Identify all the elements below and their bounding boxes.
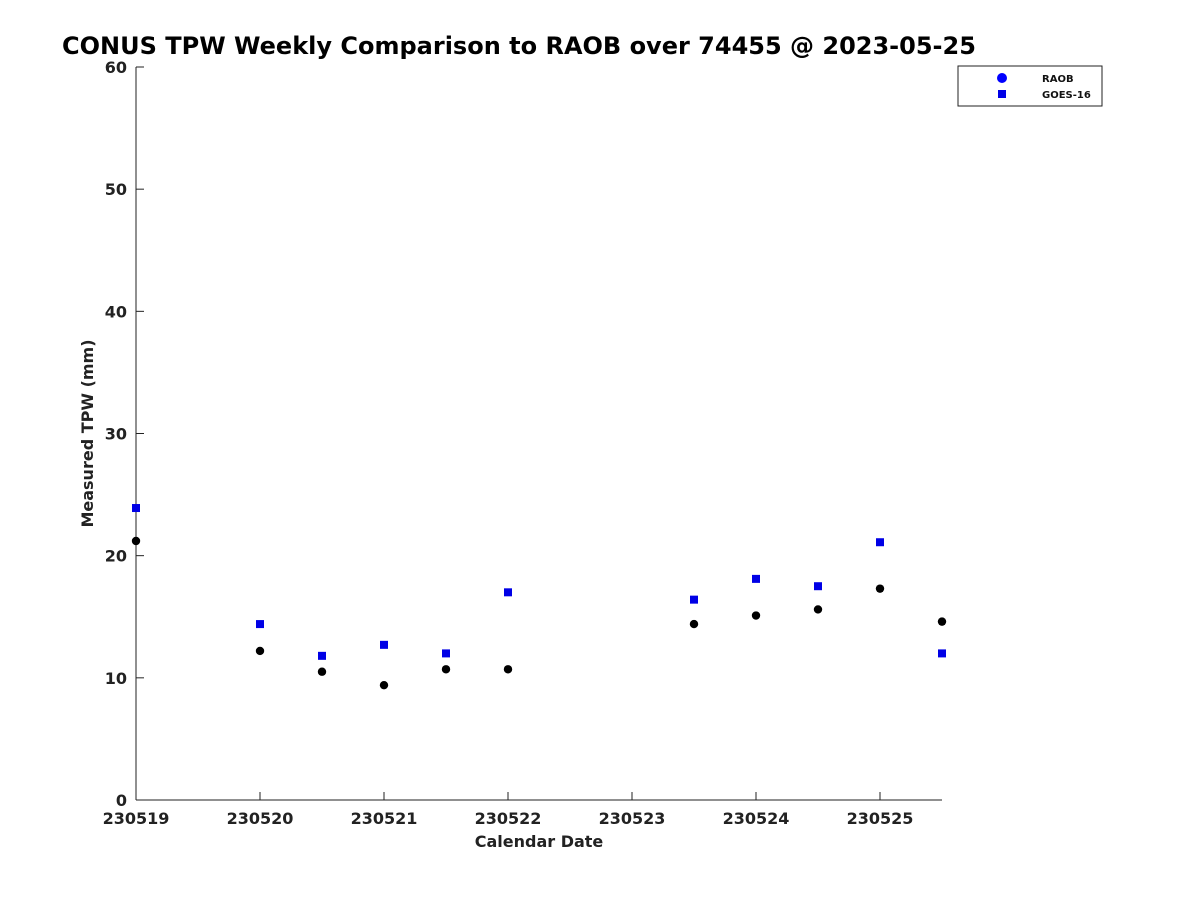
chart-title: CONUS TPW Weekly Comparison to RAOB over… [62,32,976,60]
legend-label-goes16: GOES-16 [1042,90,1091,101]
point-goes16 [442,649,450,658]
x-tick-label: 230524 [723,809,790,828]
point-raob [255,646,265,656]
legend: RAOB GOES-16 [957,65,1103,107]
y-tick-label: 30 [105,425,127,444]
point-raob [751,611,761,620]
x-tick-label: 230523 [599,809,666,828]
point-goes16 [132,504,140,513]
point-goes16 [504,588,512,597]
x-tick-label: 230522 [475,809,542,828]
point-goes16 [876,538,884,547]
y-tick-label: 10 [105,669,127,688]
point-raob [441,665,451,674]
x-tick-label: 230519 [103,809,170,828]
point-goes16 [256,620,264,629]
y-tick-label: 0 [116,791,127,810]
point-goes16 [752,574,760,583]
point-raob [131,536,141,546]
point-raob [379,680,389,690]
y-tick-label: 20 [105,547,127,566]
data-points [131,504,947,690]
point-raob [503,665,513,674]
x-tick-label: 230520 [227,809,294,828]
legend-marker-raob [997,73,1007,83]
x-axis-ticks: 230519 230520 230521 230522 230523 230524 2305… [103,792,914,828]
point-goes16 [690,595,698,604]
point-raob [937,617,947,626]
point-goes16 [938,649,946,658]
y-tick-label: 50 [105,180,127,199]
y-tick-label: 40 [105,302,127,321]
point-raob [689,619,699,629]
point-raob [813,605,823,614]
y-tick-label: 60 [105,58,127,77]
point-raob [317,667,327,676]
y-axis-label: Measured TPW (mm) [78,339,97,527]
point-goes16 [380,640,388,649]
x-tick-label: 230521 [351,809,418,828]
point-raob [875,584,885,593]
legend-label-raob: RAOB [1042,74,1074,85]
y-axis-ticks: 0 10 20 30 40 50 60 [105,58,144,810]
point-goes16 [318,651,326,660]
point-goes16 [814,582,822,591]
x-tick-label: 230525 [847,809,914,828]
legend-box [957,65,1103,107]
chart-axes [135,67,942,801]
legend-marker-goes16 [998,90,1006,98]
x-axis-label: Calendar Date [475,832,604,851]
